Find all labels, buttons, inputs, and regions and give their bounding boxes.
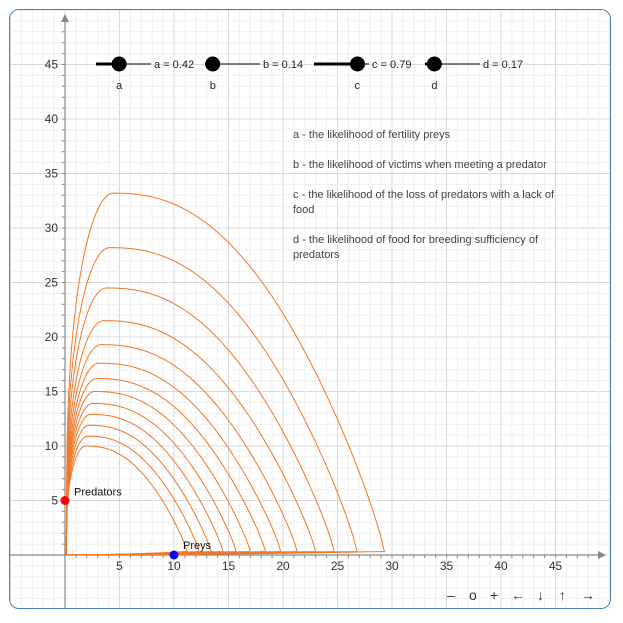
- y-tick-label: 15: [45, 385, 59, 399]
- reset-view-button[interactable]: o: [469, 587, 477, 603]
- x-tick-label: 30: [385, 559, 399, 573]
- y-tick-label: 30: [45, 221, 59, 235]
- phase-plot[interactable]: 5 10 15 20 25 30 35 40 45 5 10 15 20 25 30 35 40 45 a = 0…: [10, 10, 611, 609]
- sliders[interactable]: a = 0.42 a b = 0.14 b c = 0.79 c d = 0.17 d: [96, 56, 523, 93]
- grid: [10, 10, 610, 608]
- x-tick-label: 35: [440, 559, 454, 573]
- slider-d-knob[interactable]: [426, 56, 442, 72]
- slider-b-name: b: [210, 80, 216, 92]
- graphics-view[interactable]: 5 10 15 20 25 30 35 40 45 5 10 15 20 25 30 35 40 45 a = 0…: [9, 9, 611, 609]
- y-tick-label: 35: [45, 167, 59, 181]
- description-d: d - the likelihood of food for breeding …: [293, 234, 539, 246]
- x-tick-label: 20: [276, 559, 290, 573]
- axes: [10, 14, 606, 608]
- orbit-curve: [65, 445, 188, 556]
- slider-c-name: c: [354, 80, 360, 92]
- description-a: a - the likelihood of fertility preys: [293, 129, 451, 141]
- parameter-descriptions: a - the likelihood of fertility preys b -…: [293, 129, 555, 261]
- y-tick-label: 25: [45, 276, 59, 290]
- y-tick-label: 10: [45, 439, 59, 453]
- x-tick-label: 10: [167, 559, 181, 573]
- description-c: c - the likelihood of the loss of predat…: [293, 189, 555, 201]
- pan-down-button[interactable]: ↓: [537, 587, 544, 603]
- orbit-curve: [65, 391, 251, 556]
- y-tick-label: 45: [45, 58, 59, 72]
- pan-right-button[interactable]: →: [581, 587, 595, 603]
- predators-label: Predators: [74, 487, 122, 499]
- slider-d-value: d = 0.17: [483, 59, 523, 71]
- zoom-out-button[interactable]: –: [447, 587, 455, 603]
- description-d: predators: [293, 249, 340, 261]
- slider-a-value: a = 0.42: [154, 59, 194, 71]
- slider-b-knob[interactable]: [205, 56, 221, 72]
- orbit-curve: [65, 377, 267, 556]
- preys-point[interactable]: [169, 550, 179, 560]
- slider-c-value: c = 0.79: [372, 59, 411, 71]
- slider-a-knob[interactable]: [111, 56, 127, 72]
- x-tick-label: 25: [331, 559, 345, 573]
- x-tick-label: 45: [549, 559, 563, 573]
- orbit-curves: [65, 192, 386, 556]
- predators-point[interactable]: [60, 496, 70, 505]
- description-c: food: [293, 204, 314, 216]
- pan-up-button[interactable]: ↑: [559, 587, 566, 603]
- y-tick-label: 40: [45, 112, 59, 126]
- x-tick-label: 40: [494, 559, 508, 573]
- description-b: b - the likelihood of victims when meeti…: [293, 159, 547, 171]
- y-axis-arrow: [61, 14, 69, 22]
- orbit-curve: [65, 344, 298, 556]
- x-tick-label: 5: [116, 559, 123, 573]
- preys-label: Preys: [183, 540, 212, 552]
- zoom-in-button[interactable]: +: [490, 587, 499, 603]
- slider-a-name: a: [116, 80, 123, 92]
- y-tick-label: 20: [45, 330, 59, 344]
- slider-b-value: b = 0.14: [263, 59, 303, 71]
- tick-labels: 5 10 15 20 25 30 35 40 45 5 10 15 20 25 30 35 40 45: [45, 58, 563, 574]
- points[interactable]: Predators Preys: [60, 487, 212, 560]
- x-tick-label: 15: [222, 559, 236, 573]
- slider-d-name: d: [431, 80, 437, 92]
- y-tick-label: 5: [51, 494, 58, 508]
- pan-left-button[interactable]: ←: [511, 587, 525, 603]
- x-axis-arrow: [598, 551, 606, 559]
- slider-c-knob[interactable]: [349, 56, 365, 72]
